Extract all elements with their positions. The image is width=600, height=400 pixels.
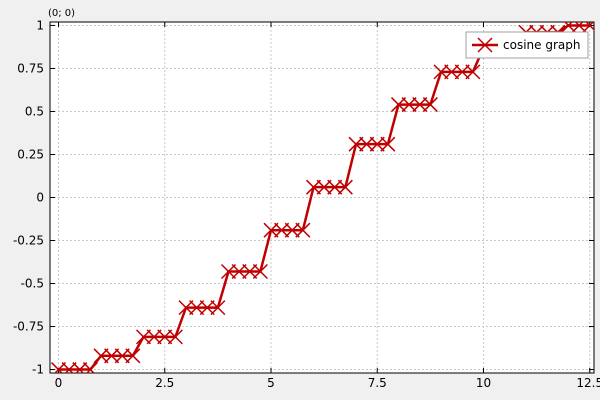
data-point-x-marker — [422, 97, 438, 113]
y-tick-label: 0.5 — [25, 104, 44, 118]
data-point-x-marker — [82, 362, 98, 373]
x-tick-label: 7.5 — [368, 376, 387, 390]
axes: 0 2.5 5 7.5 10 12.5 1 0.75 0.5 0.25 0 -0.25 -0.5 -0.7… — [13, 18, 600, 390]
y-tick-label: -0.75 — [13, 320, 44, 334]
data-point-x-marker — [220, 263, 237, 280]
legend-label: cosine graph — [503, 38, 580, 52]
data-point-x-marker — [199, 300, 215, 316]
y-tick-label: 0.75 — [17, 61, 44, 75]
legend[interactable]: cosine graph — [465, 31, 589, 59]
data-point-x-marker — [465, 64, 481, 80]
series-line-segment — [386, 103, 400, 146]
y-tick-label: -0.5 — [21, 277, 44, 291]
legend-marker-swatch — [477, 37, 493, 53]
data-point-x-marker — [444, 64, 460, 80]
data-point-x-marker — [263, 222, 279, 238]
series-line-segment — [131, 335, 145, 358]
data-point-x-marker — [242, 263, 258, 280]
data-point-x-marker — [582, 22, 594, 33]
data-point-x-marker — [178, 300, 194, 316]
data-point-x-marker — [560, 22, 577, 33]
data-point-x-marker — [114, 348, 130, 364]
data-point-x-marker — [189, 300, 205, 316]
data-point-x-marker — [210, 300, 226, 316]
data-point-x-marker — [390, 97, 407, 113]
data-point-x-marker — [146, 329, 162, 345]
data-point-x-marker — [348, 136, 364, 152]
x-tick-label: 10 — [476, 376, 491, 390]
data-point-x-marker — [369, 136, 385, 152]
series-line-segment — [259, 228, 273, 273]
series-line-segment — [216, 270, 230, 309]
data-point-x-marker — [284, 222, 300, 238]
data-point-x-marker — [104, 348, 120, 364]
data-point-x-marker — [454, 64, 470, 80]
y-tick-label: 0 — [36, 191, 44, 205]
data-point-x-marker — [295, 222, 311, 238]
x-tick-label: 0 — [55, 376, 63, 390]
data-point-x-marker — [274, 222, 290, 238]
data-point-x-marker — [50, 362, 67, 373]
data-point-x-marker — [327, 179, 343, 195]
data-point-x-marker — [412, 97, 428, 113]
x-tick-label: 2.5 — [155, 376, 174, 390]
series-line-segment — [301, 185, 315, 232]
series-line-segment — [429, 70, 443, 106]
y-tick-label: 0.25 — [17, 147, 44, 161]
data-point-x-marker — [433, 64, 449, 80]
data-point-x-marker — [72, 362, 88, 373]
data-point-x-marker — [571, 22, 587, 33]
data-point-x-marker — [305, 179, 322, 195]
data-point-x-marker — [93, 348, 109, 364]
data-point-x-marker — [380, 136, 396, 152]
x-tick-label: 5 — [267, 376, 275, 390]
data-point-x-marker — [135, 329, 152, 345]
data-point-x-marker — [401, 97, 417, 113]
y-tick-label: -1 — [32, 363, 44, 377]
coordinate-readout: (0; 0) — [48, 8, 75, 19]
data-point-x-marker — [125, 348, 141, 364]
data-point-x-marker — [252, 263, 268, 280]
data-point-x-marker — [316, 179, 332, 195]
x-tick-label: 12.5 — [576, 376, 600, 390]
grid — [50, 22, 594, 373]
y-tick-label: -0.25 — [13, 234, 44, 248]
data-point-x-marker — [157, 329, 173, 345]
series-line-segment — [344, 142, 358, 189]
data-point-x-marker — [61, 362, 77, 373]
data-point-x-marker — [337, 179, 353, 195]
data-point-x-marker — [231, 263, 247, 280]
y-tick-label: 1 — [36, 18, 44, 32]
series-line-segment — [174, 306, 188, 339]
data-point-x-marker — [167, 329, 183, 345]
data-point-x-marker — [359, 136, 375, 152]
